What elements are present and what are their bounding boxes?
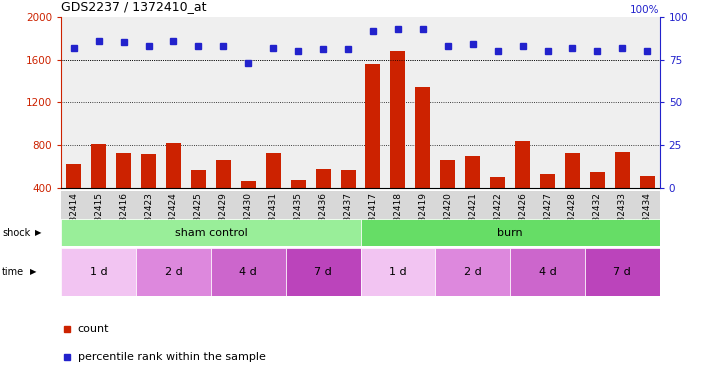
Text: GSM32437: GSM32437 <box>343 192 353 241</box>
Text: 100%: 100% <box>630 5 660 15</box>
Bar <box>166 143 181 230</box>
Text: GSM32420: GSM32420 <box>443 192 452 241</box>
Text: GSM32428: GSM32428 <box>568 192 577 241</box>
Bar <box>490 177 505 230</box>
Bar <box>61 219 360 246</box>
Text: 7 d: 7 d <box>614 267 631 277</box>
Text: GSM32435: GSM32435 <box>293 192 303 241</box>
Text: GSM32415: GSM32415 <box>94 192 103 241</box>
Text: GSM32436: GSM32436 <box>319 192 327 241</box>
Text: 2 d: 2 d <box>464 267 482 277</box>
Bar <box>585 248 660 296</box>
Text: 4 d: 4 d <box>539 267 557 277</box>
Text: GSM32414: GSM32414 <box>69 192 79 241</box>
Bar <box>540 174 555 230</box>
Bar <box>61 191 660 219</box>
Bar <box>141 154 156 230</box>
Text: 7 d: 7 d <box>314 267 332 277</box>
Bar <box>590 171 605 230</box>
Text: GSM32422: GSM32422 <box>493 192 502 241</box>
Text: GSM32419: GSM32419 <box>418 192 428 241</box>
Bar <box>640 176 655 230</box>
Bar <box>515 141 530 230</box>
Text: GSM32421: GSM32421 <box>468 192 477 241</box>
Bar <box>266 153 280 230</box>
Bar <box>286 248 360 296</box>
Text: GSM32424: GSM32424 <box>169 192 178 241</box>
Bar <box>91 144 106 230</box>
Bar <box>241 181 256 230</box>
Text: GSM32417: GSM32417 <box>368 192 378 241</box>
Text: time: time <box>2 267 25 277</box>
Text: GDS2237 / 1372410_at: GDS2237 / 1372410_at <box>61 0 207 13</box>
Text: GSM32425: GSM32425 <box>194 192 203 241</box>
Bar <box>565 153 580 230</box>
Bar <box>316 170 330 230</box>
Text: 4 d: 4 d <box>239 267 257 277</box>
Bar <box>291 180 306 230</box>
Bar <box>216 160 231 230</box>
Text: GSM32434: GSM32434 <box>642 192 652 241</box>
Bar <box>441 160 455 230</box>
Text: 1 d: 1 d <box>389 267 407 277</box>
Text: shock: shock <box>2 228 30 237</box>
Bar <box>391 51 405 230</box>
Bar <box>211 248 286 296</box>
Text: burn: burn <box>497 228 523 237</box>
Text: GSM32432: GSM32432 <box>593 192 602 241</box>
Bar <box>615 152 630 230</box>
Bar <box>510 248 585 296</box>
Bar <box>415 87 430 230</box>
Text: ▶: ▶ <box>30 267 37 276</box>
Text: GSM32433: GSM32433 <box>618 192 627 241</box>
Bar <box>435 248 510 296</box>
Text: GSM32426: GSM32426 <box>518 192 527 241</box>
Bar <box>116 153 131 230</box>
Text: GSM32423: GSM32423 <box>144 192 153 241</box>
Bar <box>360 248 435 296</box>
Bar <box>340 170 355 230</box>
Bar <box>136 248 211 296</box>
Bar <box>66 164 81 230</box>
Text: count: count <box>78 324 110 334</box>
Bar <box>360 219 660 246</box>
Text: 1 d: 1 d <box>90 267 107 277</box>
Text: GSM32430: GSM32430 <box>244 192 253 241</box>
Text: ▶: ▶ <box>35 228 41 237</box>
Bar <box>366 64 381 230</box>
Bar <box>191 170 206 230</box>
Bar <box>465 156 480 230</box>
Text: sham control: sham control <box>174 228 247 237</box>
Text: GSM32416: GSM32416 <box>119 192 128 241</box>
Text: percentile rank within the sample: percentile rank within the sample <box>78 352 265 362</box>
Bar <box>61 248 136 296</box>
Text: GSM32429: GSM32429 <box>219 192 228 241</box>
Text: 2 d: 2 d <box>164 267 182 277</box>
Text: GSM32418: GSM32418 <box>394 192 402 241</box>
Text: GSM32427: GSM32427 <box>543 192 552 241</box>
Text: GSM32431: GSM32431 <box>269 192 278 241</box>
